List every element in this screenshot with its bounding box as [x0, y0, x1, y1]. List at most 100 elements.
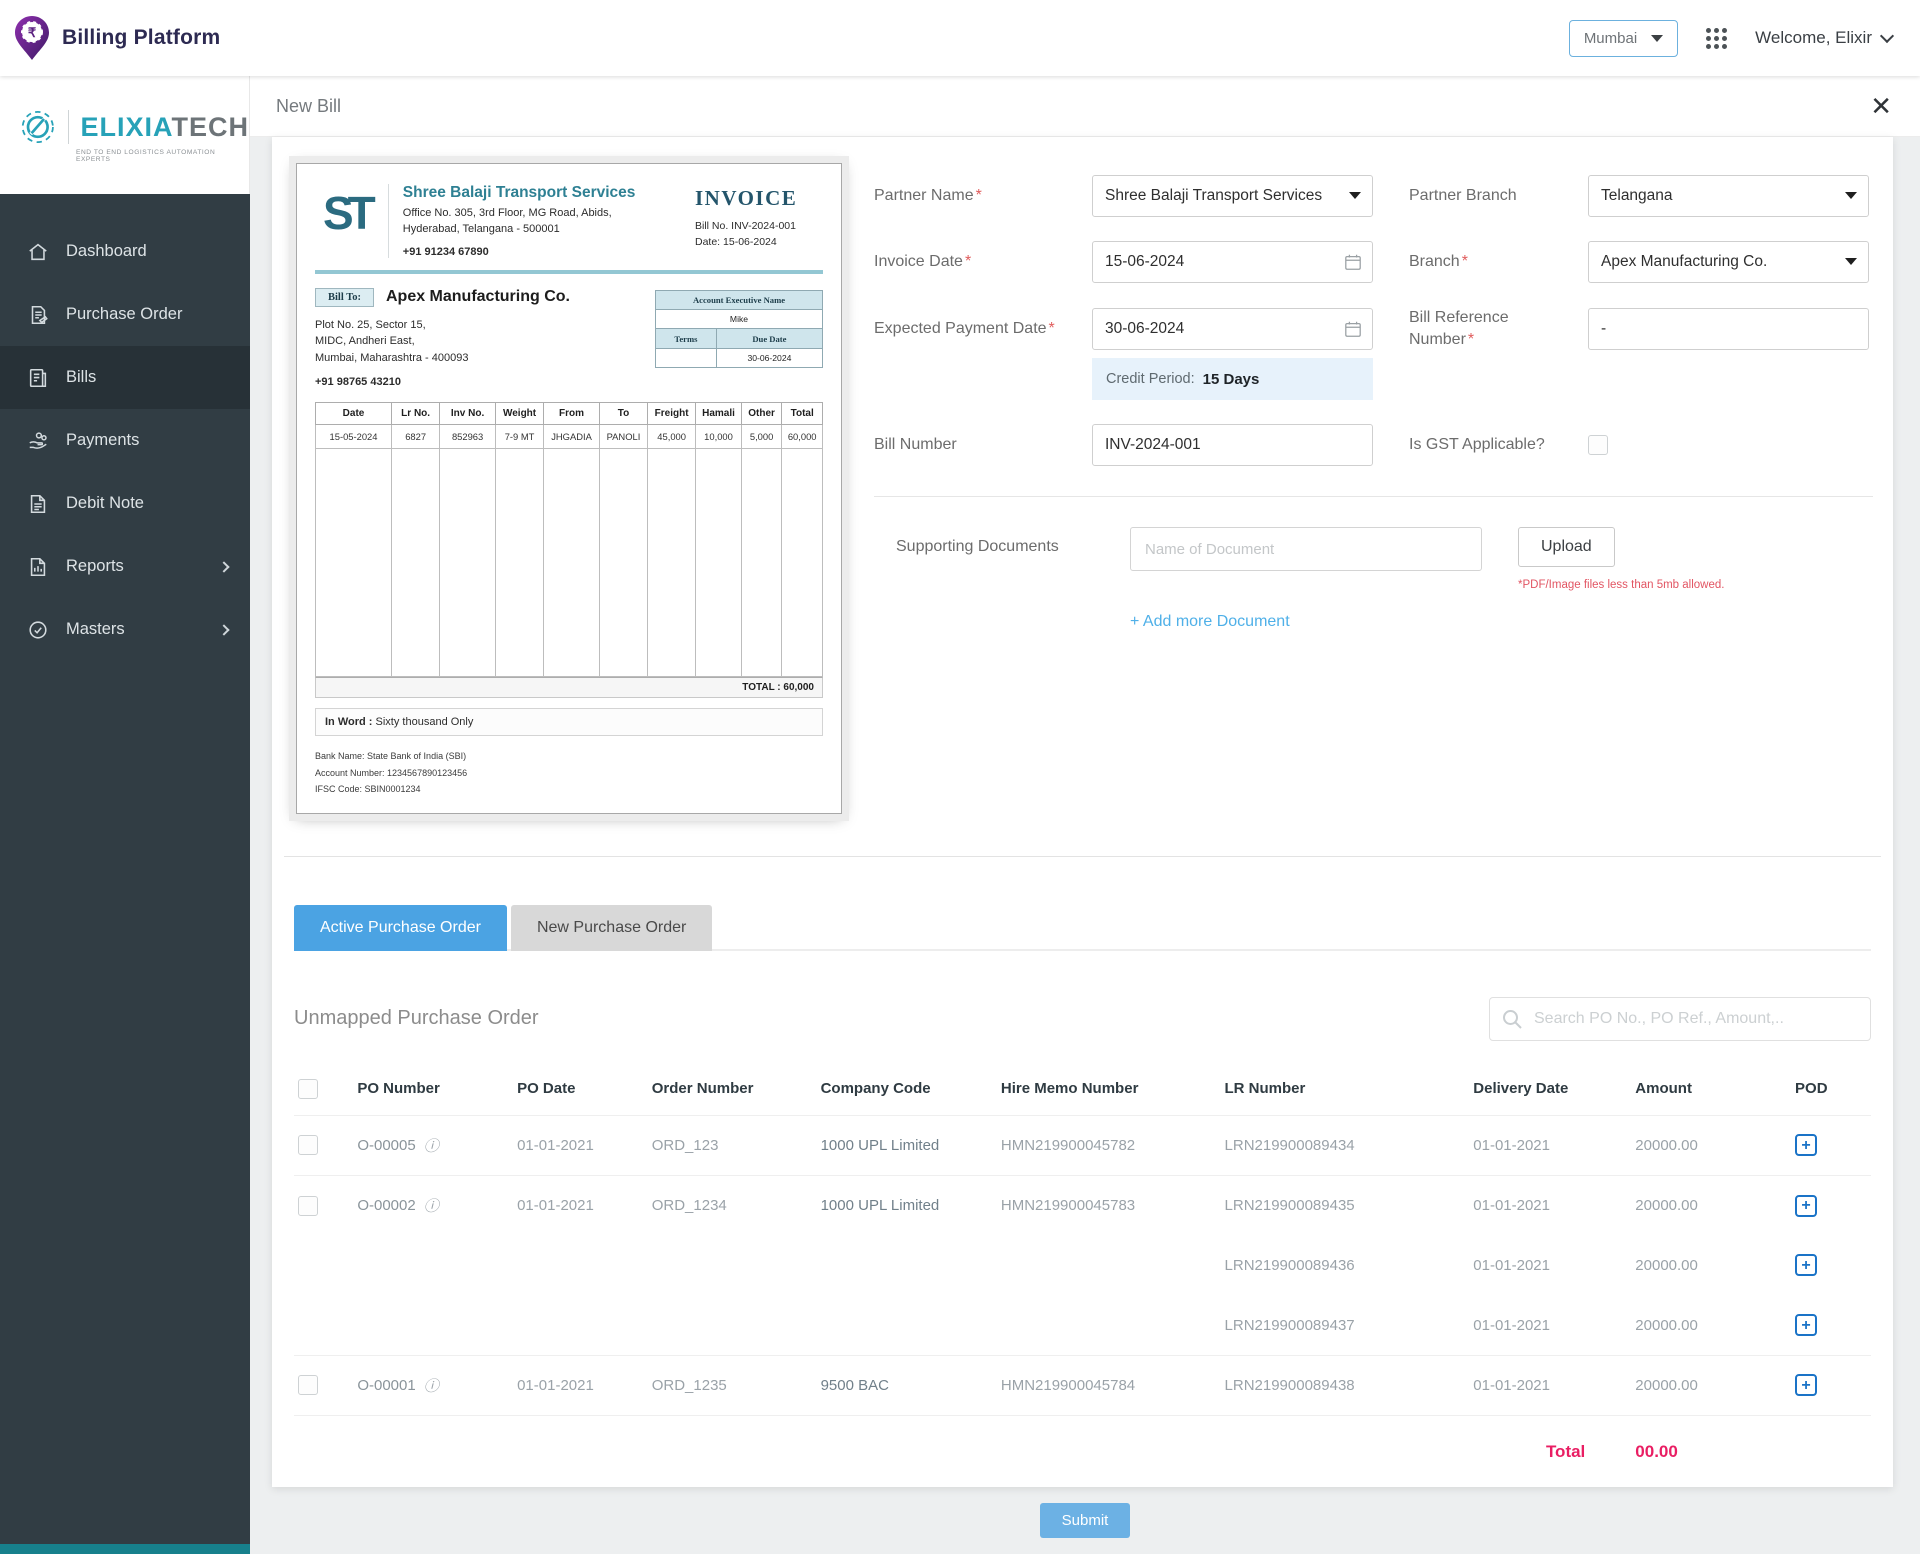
expected-payment-date-label: Expected Payment Date *: [874, 319, 1055, 337]
sidebar-item-reports[interactable]: Reports: [0, 535, 250, 598]
invoice-bank-details: Bank Name: State Bank of India (SBI) Acc…: [315, 751, 468, 794]
info-icon[interactable]: ⓘ: [423, 1199, 439, 1216]
table-row: LRN219900089436 01-01-2021 20000.00 +: [294, 1235, 1871, 1295]
welcome-text: Welcome, Elixir: [1755, 28, 1872, 47]
select-caret-icon: [1845, 192, 1857, 199]
bill-to-name: Apex Manufacturing Co.: [385, 288, 570, 306]
sidebar-item-payments[interactable]: Payments: [0, 409, 250, 472]
company-logo: ELIXIATECH END TO END LOGISTICS AUTOMATI…: [0, 76, 250, 194]
invoice-date: Date: 15-06-2024: [695, 235, 777, 248]
bill-number-input[interactable]: INV-2024-001: [1092, 424, 1373, 467]
select-caret-icon: [1845, 258, 1857, 265]
tab-active-purchase-order[interactable]: Active Purchase Order: [294, 904, 507, 951]
sidebar-item-bills[interactable]: Bills: [0, 346, 250, 409]
po-search-box[interactable]: [1489, 996, 1871, 1041]
user-menu[interactable]: Welcome, Elixir: [1755, 28, 1895, 48]
partner-name-label: Partner Name *: [874, 187, 982, 205]
app-title: Billing Platform: [62, 26, 221, 49]
bill-number-label: Bill Number: [874, 436, 957, 454]
total-value: 00.00: [1635, 1441, 1678, 1461]
select-caret-icon: [1349, 192, 1361, 199]
invoice-preview[interactable]: ST Shree Balaji Transport Services Offic…: [296, 163, 842, 814]
unmapped-po-table: PO Number PO Date Order Number Company C…: [294, 1066, 1871, 1488]
pod-add-button[interactable]: +: [1795, 1134, 1818, 1157]
invoice-bill-no: Bill No. INV-2024-001: [695, 220, 796, 232]
brand-tech: TECH: [171, 111, 249, 142]
bill-to-badge: Bill To:: [315, 287, 374, 307]
brand-elixia: ELIXIA: [80, 111, 172, 142]
info-icon[interactable]: ⓘ: [423, 1138, 439, 1155]
sidebar-item-dashboard[interactable]: Dashboard: [0, 220, 250, 283]
info-icon[interactable]: ⓘ: [423, 1378, 439, 1395]
partner-name-select[interactable]: Shree Balaji Transport Services: [1092, 175, 1373, 217]
sidebar-item-debit-note[interactable]: Debit Note: [0, 472, 250, 535]
page-titlebar: New Bill ✕: [250, 76, 1920, 137]
purchase-order-section: Active Purchase Order New Purchase Order…: [272, 904, 1893, 1488]
gst-checkbox[interactable]: [1588, 435, 1608, 456]
pod-add-button[interactable]: +: [1795, 1314, 1818, 1337]
sidebar: ELIXIATECH END TO END LOGISTICS AUTOMATI…: [0, 76, 250, 1554]
gst-applicable-label: Is GST Applicable?: [1409, 436, 1545, 454]
pod-add-button[interactable]: +: [1795, 1194, 1818, 1217]
row-checkbox[interactable]: [298, 1135, 318, 1156]
close-icon[interactable]: ✕: [1870, 91, 1892, 121]
table-row: LRN219900089437 01-01-2021 20000.00 +: [294, 1295, 1871, 1356]
debit-note-icon: [26, 492, 50, 516]
bills-icon: [26, 366, 50, 390]
invoice-date-field[interactable]: 15-06-2024: [1092, 241, 1373, 283]
location-caret-icon: [1651, 34, 1664, 42]
app-brand: ₹ Billing Platform: [0, 15, 220, 61]
invoice-company-name: Shree Balaji Transport Services: [402, 184, 636, 201]
invoice-date-label: Invoice Date *: [874, 253, 972, 271]
expected-payment-date-field[interactable]: 30-06-2024: [1092, 307, 1373, 350]
tab-new-purchase-order[interactable]: New Purchase Order: [510, 904, 713, 951]
bill-to-phone: +91 98765 43210: [315, 376, 401, 389]
branch-select[interactable]: Apex Manufacturing Co.: [1588, 241, 1869, 283]
row-checkbox[interactable]: [298, 1195, 318, 1216]
purchase-order-icon: [26, 303, 50, 327]
search-icon: [1503, 1009, 1522, 1029]
partner-branch-label: Partner Branch: [1409, 187, 1517, 205]
sidebar-item-masters[interactable]: Masters: [0, 598, 250, 661]
invoice-company-phone: +91 91234 67890: [402, 245, 489, 258]
branch-label: Branch *: [1409, 253, 1468, 271]
page-title: New Bill: [276, 95, 342, 116]
calendar-icon: [1344, 253, 1362, 276]
upload-button[interactable]: Upload: [1518, 527, 1615, 568]
select-all-checkbox[interactable]: [298, 1078, 318, 1099]
invoice-line-items-table: Date Lr No. Inv No. Weight From To Freight H…: [314, 402, 823, 678]
total-label: Total: [1545, 1441, 1586, 1461]
home-icon: [26, 240, 50, 264]
sidebar-accent-strip: [0, 1544, 250, 1554]
document-name-input[interactable]: [1130, 527, 1482, 572]
table-row: O-00001 ⓘ 01-01-2021 ORD_1235 9500 BAC HM…: [294, 1355, 1871, 1416]
location-value: Mumbai: [1583, 29, 1638, 47]
pod-add-button[interactable]: +: [1795, 1254, 1818, 1277]
partner-branch-select[interactable]: Telangana: [1588, 175, 1869, 217]
brand-tagline: END TO END LOGISTICS AUTOMATION EXPERTS: [76, 149, 216, 163]
elixia-mark-icon: [21, 110, 54, 144]
po-tabs: Active Purchase Order New Purchase Order: [294, 904, 1871, 951]
supporting-documents-section: Supporting Documents Upload *PDF/Image f…: [874, 496, 1873, 631]
invoice-exec-table: Account Executive Name Mike Terms Due Dat…: [655, 289, 824, 368]
sidebar-item-purchase-order[interactable]: Purchase Order: [0, 283, 250, 346]
submit-button[interactable]: Submit: [1039, 1503, 1131, 1539]
location-selector[interactable]: Mumbai: [1568, 19, 1679, 57]
table-row: O-00002 ⓘ 01-01-2021 ORD_1234 1000 UPL Li…: [294, 1175, 1871, 1235]
table-row: O-00005 ⓘ 01-01-2021 ORD_123 1000 UPL Lim…: [294, 1115, 1871, 1176]
top-bar: ₹ Billing Platform Mumbai Welcome, Elixi…: [0, 0, 1920, 76]
new-bill-card: ST Shree Balaji Transport Services Offic…: [272, 137, 1893, 1488]
billing-platform-pin-icon: ₹: [15, 16, 49, 60]
bill-reference-input[interactable]: -: [1588, 307, 1869, 350]
reports-expand-icon: [218, 560, 230, 573]
row-checkbox[interactable]: [298, 1375, 318, 1396]
pod-add-button[interactable]: +: [1795, 1374, 1818, 1397]
table-total-row: Total 00.00: [294, 1414, 1871, 1488]
add-more-document-link[interactable]: + Add more Document: [1130, 613, 1290, 631]
svg-text:₹: ₹: [28, 25, 37, 40]
apps-grid-icon[interactable]: [1706, 27, 1728, 49]
unmapped-po-heading: Unmapped Purchase Order: [294, 1007, 539, 1030]
po-search-input[interactable]: [1524, 1009, 1860, 1028]
invoice-logo: ST: [323, 187, 376, 239]
bill-form: Partner Name * Shree Balaji Transport Ser…: [842, 163, 1873, 814]
